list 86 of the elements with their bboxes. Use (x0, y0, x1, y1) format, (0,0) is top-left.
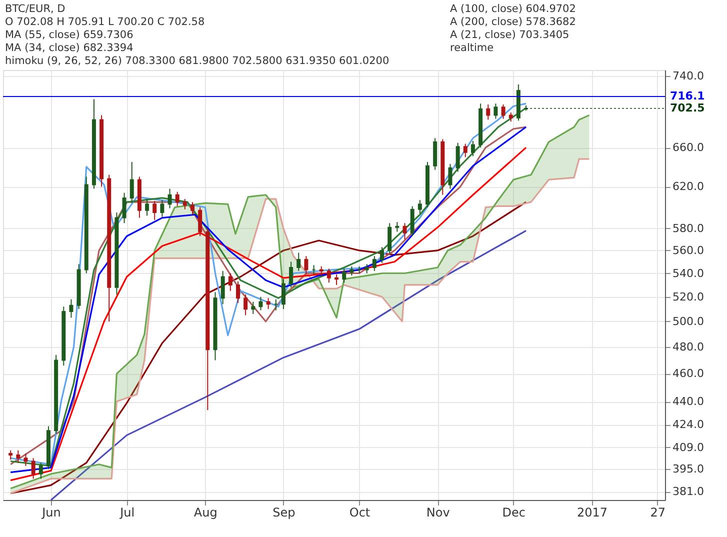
y-tick-label: 740.0 (672, 69, 704, 82)
candlestick (38, 462, 43, 480)
text: himoku (9, 26, 52, 26) 708.3300 681.9800 702.5800 631.9350 601.0200 (5, 55, 390, 67)
candlestick (418, 200, 422, 214)
y-tick-label: 560.0 (672, 244, 704, 257)
candlestick (501, 104, 506, 120)
x-tick-label: Jun (41, 506, 61, 520)
candlestick (319, 266, 324, 276)
candlestick (380, 246, 384, 264)
x-tick-label: Dec (502, 506, 526, 520)
y-tick-label: 409.0 (672, 440, 704, 454)
y-tick-label: 620.0 (672, 180, 704, 194)
line-series (50, 230, 527, 501)
y-tick-label: 500.0 (672, 314, 704, 328)
candlestick (182, 198, 187, 210)
candlestick (31, 458, 36, 480)
candlestick (364, 264, 369, 274)
candlestick (289, 261, 294, 288)
candlestick (145, 198, 150, 216)
candlestick (388, 222, 392, 254)
candlestick (8, 450, 13, 460)
y-tick-label: 540.0 (672, 266, 704, 280)
candlestick (24, 452, 28, 466)
x-tick-label: Nov (426, 506, 450, 520)
y-tick-label: 381.0 (672, 485, 704, 498)
x-tick-label: Aug (194, 506, 218, 520)
candlestick (258, 296, 263, 311)
candlestick (463, 143, 468, 158)
candlestick (486, 104, 490, 120)
ref-line-label: 716.1 (670, 89, 705, 102)
candlestick (236, 280, 240, 304)
candlestick (304, 256, 308, 275)
text: A (100, close) 604.9702 (450, 3, 576, 15)
y-tick-label: 460.0 (672, 367, 704, 380)
candlestick (228, 272, 232, 292)
text: A (200, close) 578.3682 (450, 16, 576, 28)
y-tick-label: 520.0 (672, 290, 704, 304)
candlestick (508, 112, 513, 122)
candlestick (494, 103, 498, 120)
candlestick (69, 298, 74, 318)
candlestick (130, 161, 134, 204)
candlestick (266, 298, 270, 310)
candlestick (395, 222, 400, 232)
candlestick (251, 301, 256, 314)
text: O 702.08 H 705.91 L 700.20 C 702.58 (5, 16, 205, 28)
candlestick (198, 206, 202, 237)
text: MA (55, close) 659.7306 (5, 29, 134, 41)
candlestick (334, 274, 339, 286)
candlestick (168, 188, 172, 209)
candlestick (160, 200, 164, 218)
y-tick-label: 480.0 (672, 340, 704, 354)
candlestick (448, 163, 452, 190)
text: MA (34, close) 682.3394 (5, 42, 134, 54)
text: realtime (450, 42, 494, 54)
candlestick (152, 200, 157, 220)
candlestick (402, 222, 407, 240)
y-tick-label: 424.0 (672, 418, 704, 432)
candlestick (350, 266, 354, 276)
x-tick-label: 27 (650, 506, 666, 520)
candlestick (326, 268, 331, 284)
candlestick (122, 192, 126, 224)
text: BTC/EUR, D (5, 3, 66, 15)
candlestick (281, 278, 286, 310)
candlestick (433, 138, 438, 170)
candlestick (16, 450, 20, 464)
candlestick (410, 206, 414, 237)
y-tick-label: 395.0 (672, 462, 704, 476)
candlestick (190, 202, 195, 216)
x-tick-label: Jul (119, 506, 135, 520)
candlestick (342, 268, 346, 284)
candlestick (372, 256, 376, 272)
text: A (21, close) 703.3405 (450, 29, 570, 41)
y-tick-label: 580.0 (672, 222, 704, 235)
x-tick-label: Oct (349, 506, 370, 520)
y-tick-label: 440.0 (672, 395, 704, 408)
annotation: 702.5 (670, 101, 705, 114)
candlestick (244, 294, 248, 316)
y-tick-label: 660.0 (672, 141, 704, 154)
line-series (10, 201, 527, 494)
candlestick (470, 140, 475, 157)
candlestick (175, 191, 180, 207)
candlestick (296, 252, 301, 272)
candlestick (456, 142, 460, 172)
candlestick (220, 270, 225, 305)
x-tick-label: 2017 (576, 506, 608, 520)
x-tick-label: Sep (272, 506, 296, 520)
